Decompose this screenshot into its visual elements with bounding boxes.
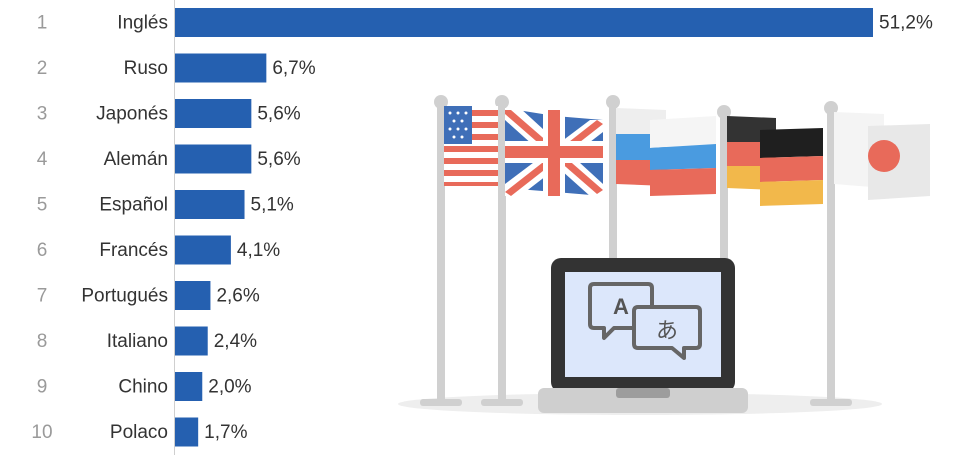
bar [175, 281, 211, 310]
value-label: 5,6% [257, 104, 300, 125]
bar [175, 417, 199, 447]
latin-glyph: A [613, 294, 629, 319]
rank-label: 1 [37, 13, 48, 34]
value-label: 5,6% [257, 149, 300, 170]
rank-label: 4 [37, 149, 48, 170]
bar [175, 235, 231, 265]
flag-poles [420, 95, 852, 406]
category-label: Francés [99, 240, 168, 261]
category-label: Alemán [104, 149, 168, 170]
bar [175, 99, 252, 128]
japan-flag [834, 112, 930, 200]
russia-flag [616, 108, 716, 196]
value-label: 6,7% [272, 58, 315, 79]
bar [175, 53, 267, 83]
rank-label: 6 [37, 240, 48, 261]
uk-flag [505, 108, 603, 196]
bars-layer: 1 Inglés 51,2% 2 Ruso 6,7% 3 Japonés 5,6% 4 Alemán… [31, 8, 933, 447]
rank-label: 10 [31, 422, 52, 443]
germany-flag [727, 116, 823, 206]
category-label: Polaco [110, 422, 168, 443]
translate-icon: A あ [588, 282, 702, 360]
rank-label: 2 [37, 58, 48, 79]
rank-label: 9 [37, 377, 48, 398]
category-label: Ruso [124, 58, 168, 79]
value-label: 2,0% [208, 377, 251, 398]
rank-label: 8 [37, 331, 48, 352]
value-label: 2,4% [214, 331, 257, 352]
category-label: Japonés [96, 104, 168, 125]
bar [175, 8, 873, 37]
category-label: Portugués [81, 286, 168, 307]
japanese-glyph: あ [656, 318, 678, 343]
category-label: Inglés [117, 13, 168, 34]
bar [175, 326, 208, 356]
value-label: 2,6% [216, 286, 259, 307]
value-label: 1,7% [204, 422, 247, 443]
rank-label: 3 [37, 104, 48, 125]
category-label: Español [99, 195, 168, 216]
category-label: Italiano [107, 331, 168, 352]
bar [175, 372, 203, 401]
bar [175, 144, 252, 174]
value-label: 51,2% [879, 13, 933, 34]
value-label: 5,1% [251, 195, 294, 216]
value-label: 4,1% [237, 240, 280, 261]
bar [175, 190, 245, 219]
category-label: Chino [118, 377, 168, 398]
usa-flag [444, 106, 498, 186]
rank-label: 7 [37, 286, 48, 307]
rank-label: 5 [37, 195, 48, 216]
